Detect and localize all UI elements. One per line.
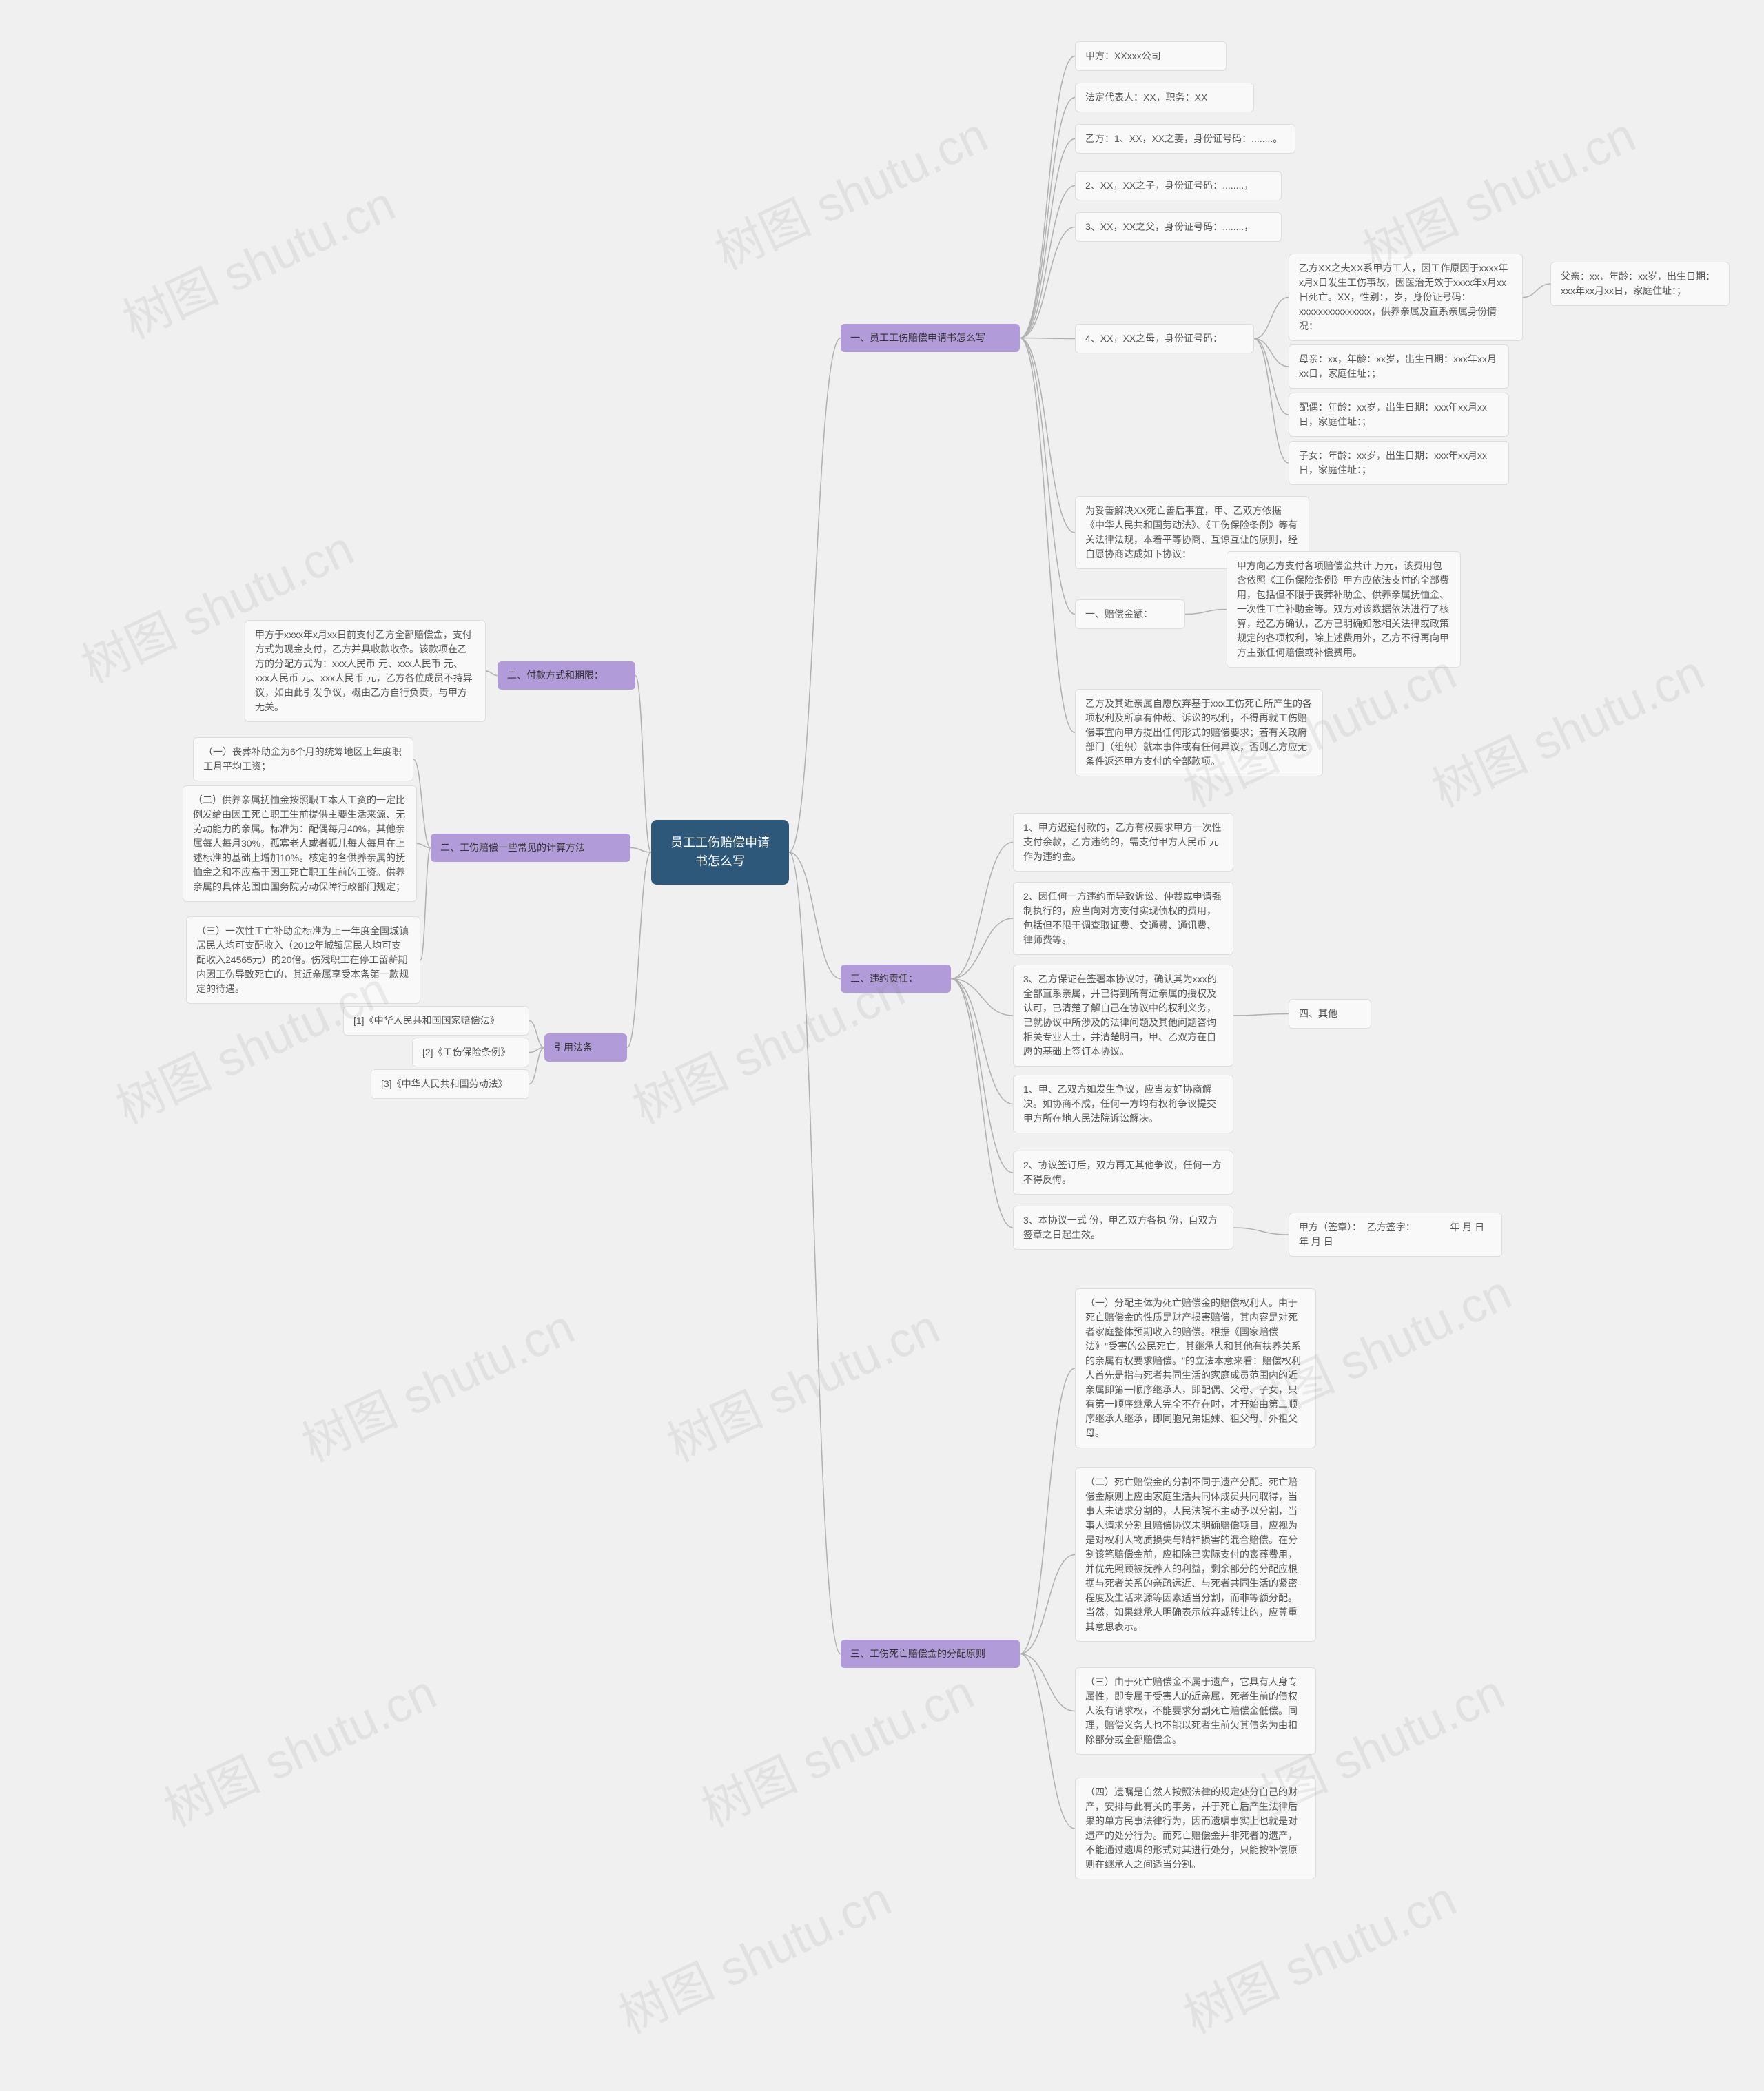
node-s3_5: 2、协议签订后，双方再无其他争议，任何一方不得反悔。 — [1013, 1151, 1233, 1195]
node-s4_3: （三）一次性工亡补助金标准为上一年度全国城镇居民人均可支配收入（2012年城镇居… — [186, 916, 420, 1004]
edge — [420, 848, 431, 960]
edge — [1020, 338, 1075, 615]
edge — [1020, 338, 1075, 733]
watermark: 树图 shutu.cn — [655, 1289, 949, 1476]
edge — [635, 676, 651, 853]
node-s1: 一、员工工伤赔偿申请书怎么写 — [841, 324, 1020, 352]
edge — [789, 852, 841, 1654]
node-s1_6: 4、XX，XX之母，身份证号码： — [1075, 324, 1254, 353]
node-s3_6: 3、本协议一式 份，甲乙双方各执 份，自双方签章之日起生效。 — [1013, 1206, 1233, 1250]
edge — [529, 1048, 544, 1053]
watermark: 树图 shutu.cn — [606, 1861, 901, 2048]
watermark: 树图 shutu.cn — [110, 166, 404, 353]
node-s1_6a1: 父亲：xx，年龄：xx岁，出生日期：xxx年xx月xx日，家庭住址：； — [1550, 262, 1730, 306]
node-s1_5: 3、XX，XX之父，身份证号码：........， — [1075, 212, 1282, 242]
edge — [1020, 227, 1075, 338]
node-s3_3: 3、乙方保证在签署本协议时，确认其为xxx的全部直系亲属，并已得到所有近亲属的授… — [1013, 965, 1233, 1067]
edge — [789, 852, 841, 979]
node-s6_1: （一）分配主体为死亡赔偿金的赔偿权利人。由于死亡赔偿金的性质是财产损害赔偿，其内… — [1075, 1288, 1316, 1448]
node-s3_2: 2、因任何一方违约而导致诉讼、仲裁或申请强制执行的，应当向对方支付实现债权的费用… — [1013, 882, 1233, 955]
node-s1_6a: 乙方XX之夫XX系甲方工人，因工作原因于xxxx年x月x日发生工伤事故，因医治无… — [1289, 254, 1523, 341]
node-s6_4: （四）遗嘱是自然人按照法律的规定处分自己的财产，安排与此有关的事务，并于死亡后产… — [1075, 1778, 1316, 1879]
watermark: 树图 shutu.cn — [152, 1654, 446, 1841]
node-s5: 引用法条 — [544, 1033, 627, 1062]
edge — [1020, 1555, 1075, 1654]
watermark: 树图 shutu.cn — [1171, 1861, 1466, 2048]
node-s3_3x: 四、其他 — [1289, 999, 1371, 1029]
node-s1_6c: 配偶：年龄：xx岁，出生日期：xxx年xx月xx日，家庭住址：； — [1289, 393, 1509, 437]
node-s3_4: 1、甲、乙双方如发生争议，应当友好协商解决。如协商不成，任何一方均有权将争议提交… — [1013, 1075, 1233, 1133]
edge — [417, 844, 431, 848]
edge — [1020, 1654, 1075, 1829]
edge — [1020, 338, 1075, 533]
edge — [1254, 298, 1289, 339]
edge — [486, 671, 498, 676]
node-s1_2: 法定代表人：XX，职务：XX — [1075, 83, 1254, 112]
watermark: 树图 shutu.cn — [703, 97, 997, 284]
node-root: 员工工伤赔偿申请书怎么写 — [651, 820, 789, 885]
edge — [529, 1021, 544, 1048]
node-s1_8a: 甲方向乙方支付各项赔偿金共计 万元，该费用包含依照《工伤保险条例》甲方应依法支付… — [1227, 551, 1461, 668]
watermark: 树图 shutu.cn — [1419, 635, 1714, 821]
edge — [1523, 284, 1550, 298]
node-s5_1: [1]《中华人民共和国国家赔偿法》 — [343, 1006, 529, 1036]
watermark: 树图 shutu.cn — [689, 1654, 983, 1841]
node-s2_1: 甲方于xxxx年x月xx日前支付乙方全部赔偿金，支付方式为现金支付，乙方并具收款… — [245, 620, 486, 722]
node-s4: 二、工伤赔偿一些常见的计算方法 — [431, 834, 630, 862]
node-s1_4: 2、XX，XX之子，身份证号码：........， — [1075, 171, 1282, 200]
edge — [951, 843, 1013, 979]
watermark: 树图 shutu.cn — [289, 1289, 584, 1476]
node-s3_6a: 甲方（签章）： 乙方签字： 年 月 日 年 月 日 — [1289, 1213, 1502, 1257]
edge — [1233, 1228, 1289, 1235]
edge — [1185, 610, 1227, 615]
node-s1_3: 乙方：1、XX，XX之妻，身份证号码：........。 — [1075, 124, 1295, 154]
edge — [1254, 339, 1289, 464]
edge — [789, 338, 841, 853]
edge — [1020, 1654, 1075, 1711]
node-s4_1: （一）丧葬补助金为6个月的统筹地区上年度职工月平均工资； — [193, 737, 413, 781]
edge — [529, 1048, 544, 1084]
edge — [1254, 339, 1289, 415]
node-s1_9: 乙方及其近亲属自愿放弃基于xxx工伤死亡所产生的各项权利及所享有仲裁、诉讼的权利… — [1075, 689, 1323, 776]
edge — [951, 979, 1013, 1173]
edge — [630, 848, 651, 853]
edge — [951, 979, 1013, 1016]
edge — [1254, 339, 1289, 367]
mindmap-canvas: 员工工伤赔偿申请书怎么写 一、员工工伤赔偿申请书怎么写 甲方：XXxxx公司法定代表… — [0, 0, 1764, 2091]
edge — [951, 979, 1013, 1228]
edge — [1020, 56, 1075, 338]
edge — [1020, 338, 1075, 339]
node-s1_1: 甲方：XXxxx公司 — [1075, 41, 1227, 71]
node-s6_3: （三）由于死亡赔偿金不属于遗产，它具有人身专属性，即专属于受害人的近亲属，死者生… — [1075, 1667, 1316, 1755]
node-s5_2: [2]《工伤保险条例》 — [412, 1038, 529, 1067]
node-s3: 三、违约责任： — [841, 965, 951, 993]
node-s5_3: [3]《中华人民共和国劳动法》 — [371, 1069, 529, 1099]
edge — [1020, 98, 1075, 338]
node-s6_2: （二）死亡赔偿金的分割不同于遗产分配。死亡赔偿金原则上应由家庭生活共同体成员共同… — [1075, 1467, 1316, 1642]
edge — [951, 918, 1013, 979]
edge — [951, 979, 1013, 1104]
edge — [627, 852, 651, 1048]
edge — [1233, 1014, 1289, 1016]
node-s4_2: （二）供养亲属抚恤金按照职工本人工资的一定比例发给由因工死亡职工生前提供主要生活… — [183, 785, 417, 902]
edge — [1020, 186, 1075, 338]
edge — [1020, 1368, 1075, 1654]
node-s1_8: 一、赔偿金额： — [1075, 599, 1185, 629]
node-s1_6b: 母亲：xx，年龄：xx岁，出生日期：xxx年xx月xx日，家庭住址：； — [1289, 344, 1509, 389]
edge — [1020, 139, 1075, 338]
node-s2: 二、付款方式和期限： — [498, 661, 635, 690]
node-s6: 三、工伤死亡赔偿金的分配原则 — [841, 1640, 1020, 1668]
node-s1_6d: 子女：年龄：xx岁，出生日期：xxx年xx月xx日，家庭住址：； — [1289, 441, 1509, 485]
node-s3_1: 1、甲方迟延付款的，乙方有权要求甲方一次性支付余款，乙方违约的，需支付甲方人民币… — [1013, 813, 1233, 872]
